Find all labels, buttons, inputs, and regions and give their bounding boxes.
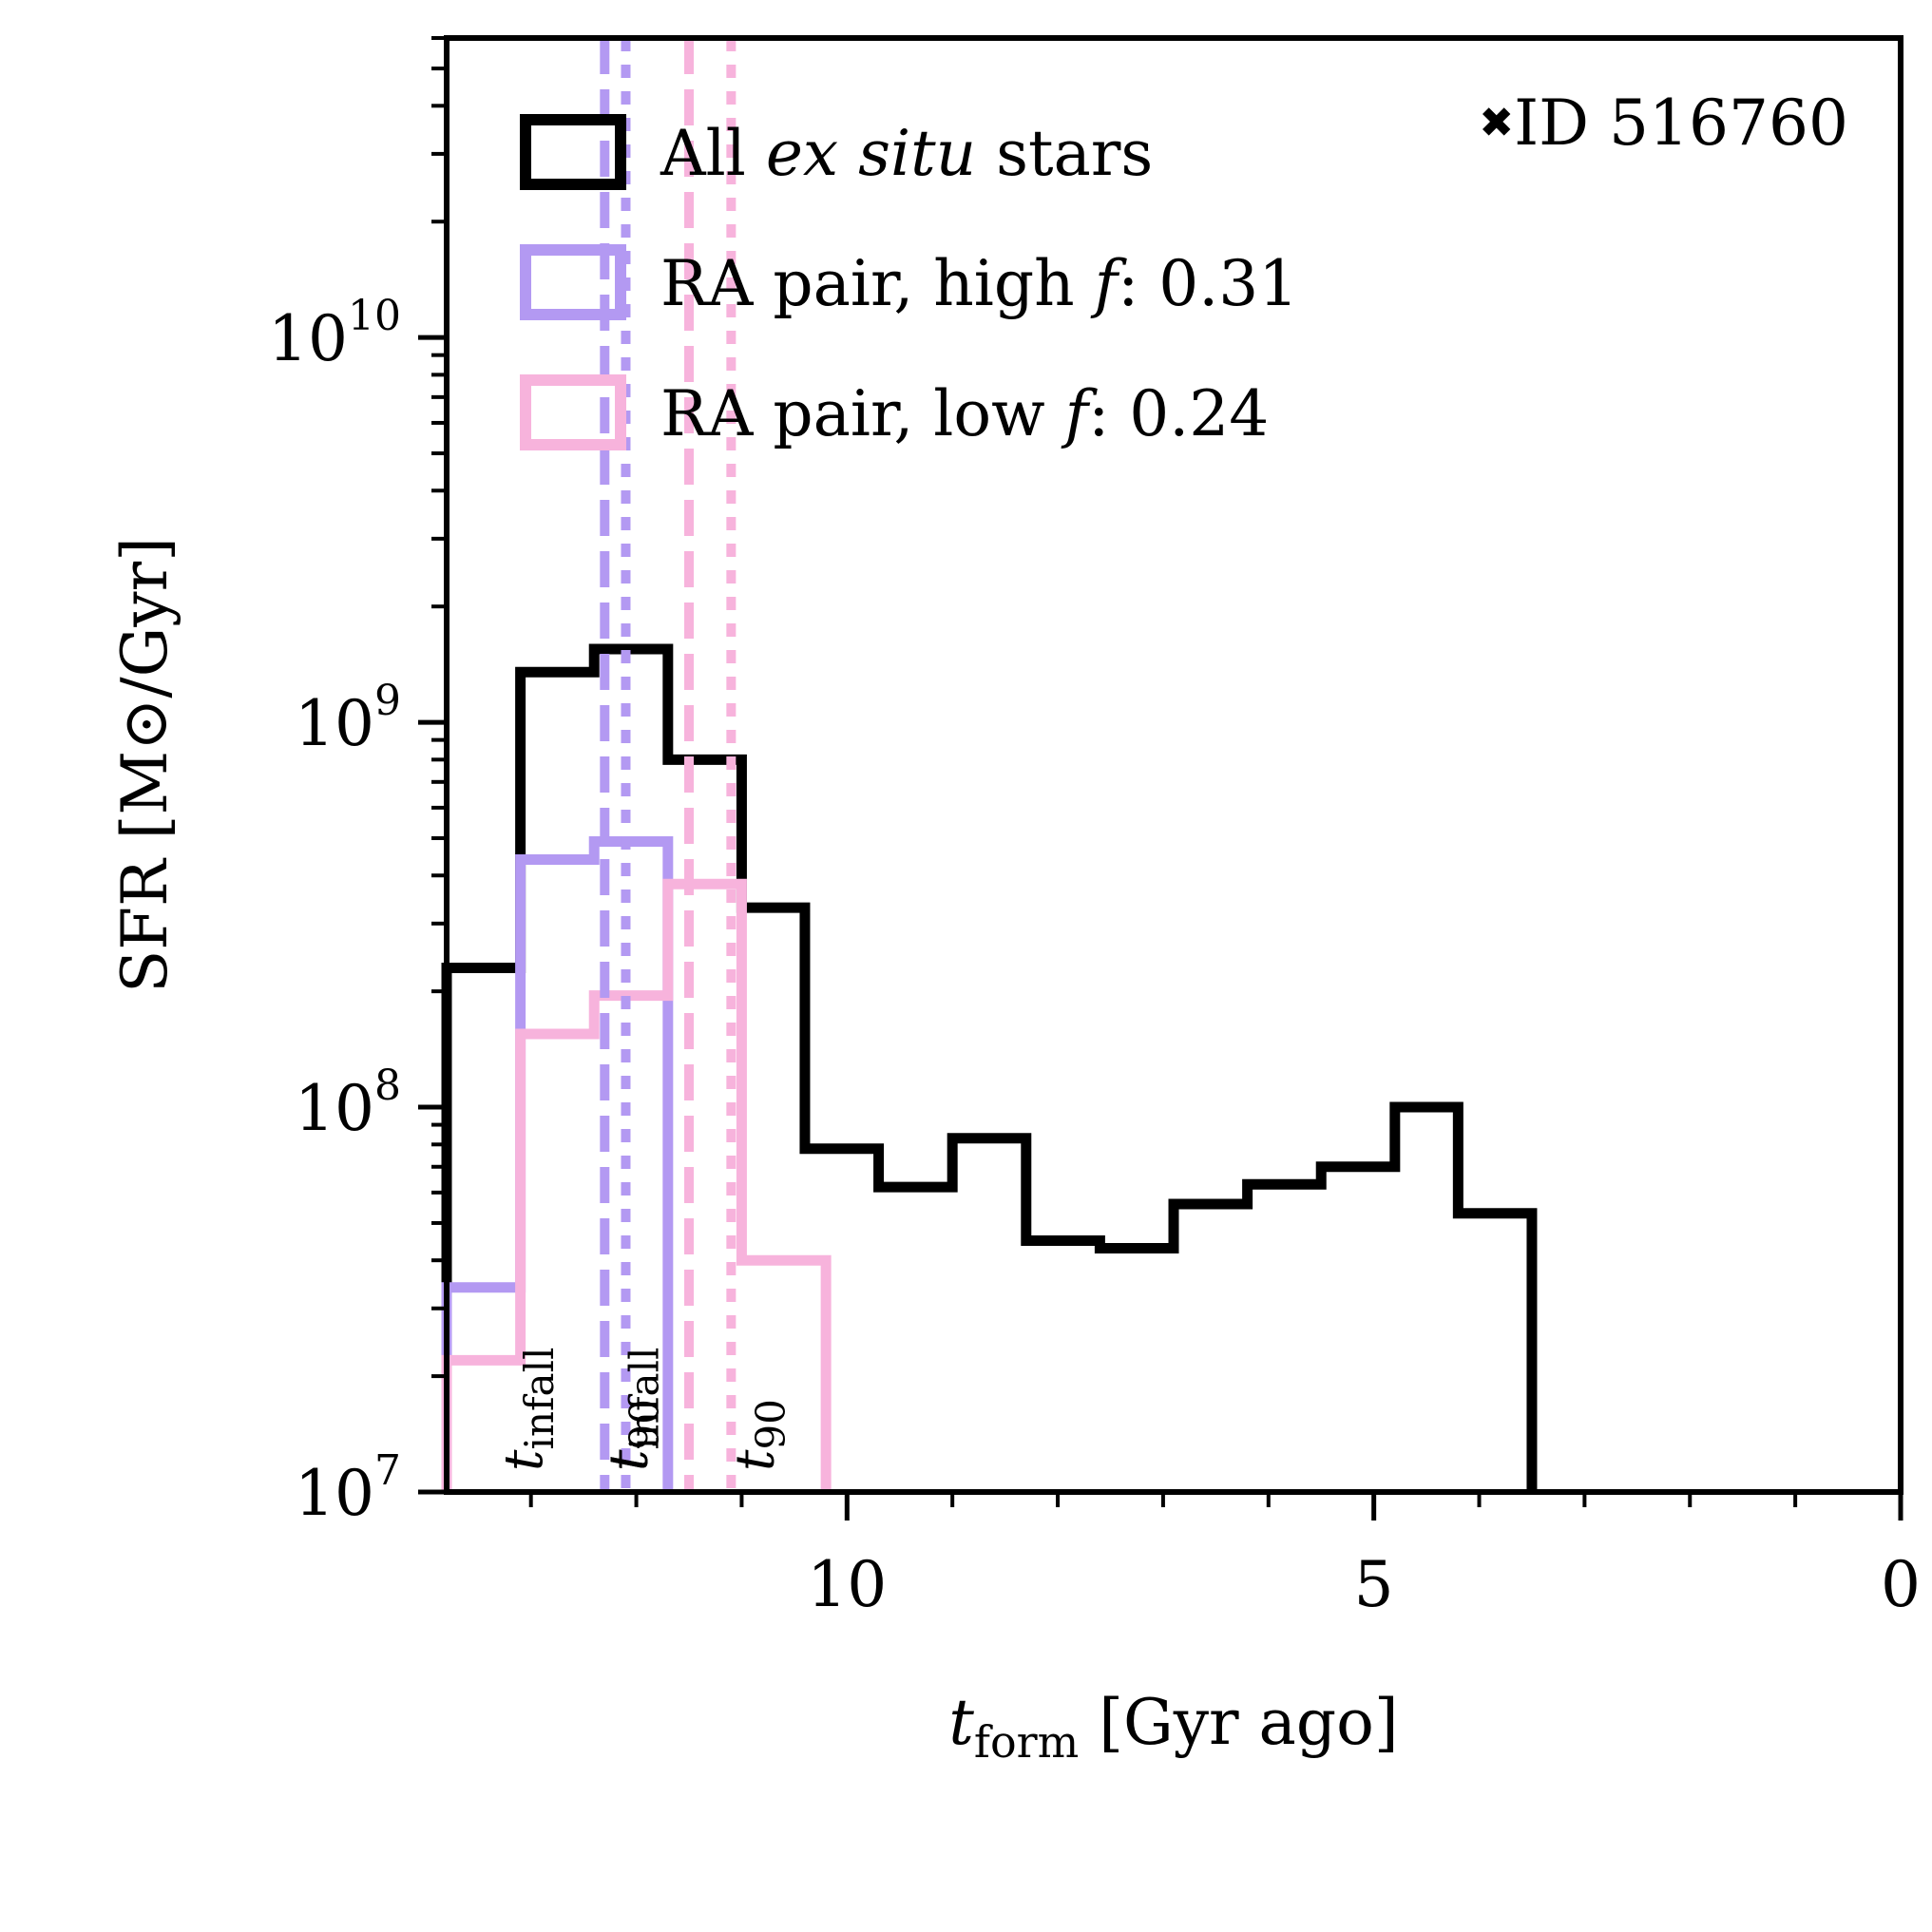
corner-id-label: ✖ID 516760 xyxy=(1479,86,1848,160)
legend: All ex situ stars RA pair, high f: 0.31 RA… xyxy=(520,86,1848,450)
y-tick-label: 108 xyxy=(295,1062,401,1145)
y-tick-label: 107 xyxy=(295,1446,401,1530)
cross-icon: ✖ xyxy=(1479,99,1514,147)
annotation-low-2: tinfall xyxy=(599,1348,668,1471)
x-axis-title: tform [Gyr ago] xyxy=(948,1686,1398,1768)
x-tick-label: 10 xyxy=(807,1548,887,1621)
axis-labels: tform [Gyr ago] SFR [M⊙/Gyr] xyxy=(108,537,1399,1768)
legend-label-high: RA pair, high f: 0.31 xyxy=(660,247,1298,320)
x-tick-label: 0 xyxy=(1881,1548,1921,1621)
y-tick-label: 109 xyxy=(295,677,401,760)
histogram-high xyxy=(441,836,674,1492)
x-tick-label: 5 xyxy=(1354,1548,1394,1621)
histogram-all xyxy=(441,643,1538,1492)
axes: 10 5 0 107 108 109 1010 xyxy=(268,35,1921,1621)
annotation-high-0: tinfall xyxy=(493,1348,563,1471)
annotation-high-1: t90 xyxy=(599,1399,668,1471)
y-tick-label: 1010 xyxy=(268,292,401,375)
legend-label-low: RA pair, low f: 0.24 xyxy=(660,377,1269,450)
legend-swatch-all xyxy=(520,114,626,190)
annotation-low-3: t90 xyxy=(725,1399,794,1471)
y-axis-title: SFR [M⊙/Gyr] xyxy=(108,537,182,993)
legend-label-all: All ex situ stars xyxy=(660,117,1153,190)
histogram-low xyxy=(441,878,832,1492)
legend-swatch-low xyxy=(520,374,626,450)
plot-frame xyxy=(444,35,1903,1495)
legend-swatch-high xyxy=(520,244,626,320)
